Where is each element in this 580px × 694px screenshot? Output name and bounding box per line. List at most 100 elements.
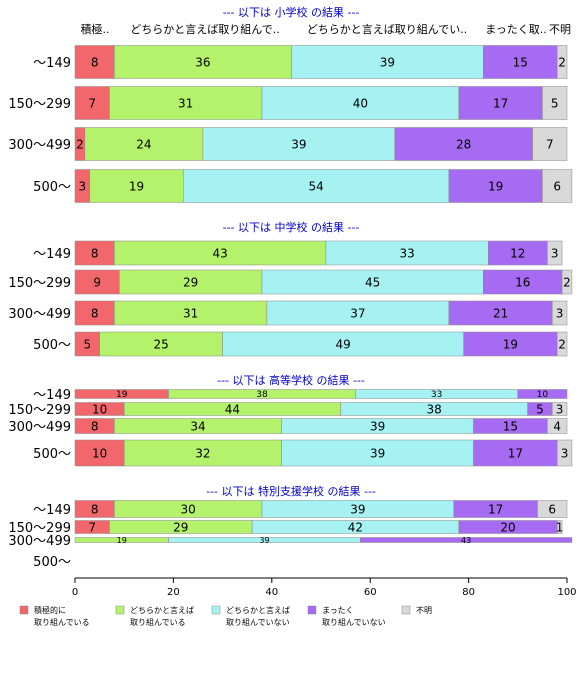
- data-label: 31: [178, 96, 193, 110]
- x-tick-label: 60: [364, 587, 377, 598]
- column-header: まったく取..: [485, 23, 547, 36]
- data-label: 19: [116, 390, 128, 400]
- data-label: 5: [83, 337, 91, 351]
- legend-label: 積極的に: [34, 605, 66, 615]
- bar-segment: [463, 331, 558, 357]
- data-label: 3: [556, 306, 564, 320]
- legend-label: 取り組んでいない: [322, 617, 386, 627]
- data-label: 2: [558, 337, 566, 351]
- data-label: 21: [493, 306, 508, 320]
- data-label: 39: [291, 137, 306, 151]
- data-label: 38: [427, 402, 442, 416]
- bar-segment: [547, 240, 563, 266]
- bar-segment: [182, 169, 450, 203]
- data-label: 33: [399, 246, 414, 260]
- panel-title: --- 以下は 特別支援学校 の結果 ---: [206, 484, 376, 498]
- data-label: 19: [117, 536, 127, 545]
- data-label: 29: [173, 520, 188, 534]
- data-label: 28: [456, 137, 471, 151]
- row-label: 500～: [33, 338, 71, 353]
- data-label: 8: [91, 246, 99, 260]
- bar-segment: [542, 86, 568, 120]
- data-label: 44: [225, 402, 240, 416]
- legend-swatch: [115, 605, 125, 615]
- legend-label: 取り組んでいる: [130, 617, 186, 627]
- panel-title: --- 以下は 小学校 の結果 ---: [223, 5, 360, 19]
- row-label: 500～: [33, 555, 71, 570]
- bar-segment: [483, 269, 563, 295]
- data-label: 4: [553, 419, 561, 433]
- data-label: 54: [308, 179, 323, 193]
- data-label: 3: [79, 179, 87, 193]
- bar-segment: [556, 439, 573, 467]
- data-label: 39: [370, 419, 385, 433]
- bar-segment: [99, 331, 223, 357]
- data-label: 15: [513, 55, 528, 69]
- data-label: 5: [536, 402, 544, 416]
- data-label: 39: [370, 446, 385, 460]
- bar-segment: [261, 269, 484, 295]
- data-label: 8: [91, 55, 99, 69]
- row-label: 150～299: [8, 521, 71, 536]
- row-label: 150～299: [8, 276, 71, 291]
- data-label: 7: [88, 96, 96, 110]
- data-label: 8: [91, 502, 99, 516]
- bar-segment: [291, 45, 484, 79]
- data-label: 10: [92, 446, 107, 460]
- bar-segment: [281, 439, 474, 467]
- x-tick-label: 40: [265, 587, 278, 598]
- column-header: どちらかと言えば取り組んでい..: [307, 23, 467, 36]
- legend-swatch: [211, 605, 221, 615]
- bar-segment: [74, 439, 125, 467]
- data-label: 34: [190, 419, 205, 433]
- row-label: 500～: [33, 447, 71, 462]
- data-label: 32: [195, 446, 210, 460]
- data-label: 2: [563, 275, 571, 289]
- data-label: 17: [488, 502, 503, 516]
- data-label: 24: [136, 137, 151, 151]
- x-tick-label: 80: [462, 587, 475, 598]
- data-label: 7: [546, 137, 554, 151]
- bar-segment: [74, 45, 115, 79]
- legend-swatch: [401, 605, 411, 615]
- legend-label: どちらかと言えば: [226, 605, 290, 615]
- data-label: 19: [129, 179, 144, 193]
- bar-segment: [109, 86, 263, 120]
- bar-segment: [473, 439, 558, 467]
- data-label: 39: [259, 536, 269, 545]
- data-label: 2: [558, 55, 566, 69]
- legend-swatch: [19, 605, 29, 615]
- bar-segment: [551, 300, 568, 326]
- bar-segment: [261, 86, 460, 120]
- data-label: 3: [551, 246, 559, 260]
- data-label: 43: [461, 536, 471, 545]
- data-label: 38: [256, 390, 268, 400]
- row-label: 500～: [33, 180, 71, 195]
- bar-segment: [547, 418, 568, 434]
- bar-segment: [448, 169, 543, 203]
- data-label: 40: [353, 96, 368, 110]
- bar-segment: [74, 86, 110, 120]
- data-label: 10: [92, 402, 107, 416]
- panel-title: --- 以下は 高等学校 の結果 ---: [217, 373, 365, 387]
- data-label: 19: [503, 337, 518, 351]
- bar-segment: [360, 537, 573, 543]
- panel-title: --- 以下は 中学校 の結果 ---: [223, 220, 360, 234]
- data-label: 6: [548, 502, 556, 516]
- bar-segment: [517, 389, 568, 399]
- data-label: 8: [91, 306, 99, 320]
- data-label: 43: [212, 246, 227, 260]
- x-tick-label: 100: [557, 587, 576, 598]
- legend-label: 取り組んでいない: [226, 617, 290, 627]
- bar-segment: [448, 300, 553, 326]
- row-label: 300～499: [8, 138, 71, 153]
- data-label: 39: [380, 55, 395, 69]
- bar-segment: [84, 127, 204, 161]
- row-label: ～149: [33, 56, 71, 71]
- data-label: 33: [431, 390, 442, 400]
- data-label: 30: [181, 502, 196, 516]
- row-label: 150～299: [8, 97, 71, 112]
- data-label: 42: [348, 520, 363, 534]
- x-tick-label: 20: [167, 587, 180, 598]
